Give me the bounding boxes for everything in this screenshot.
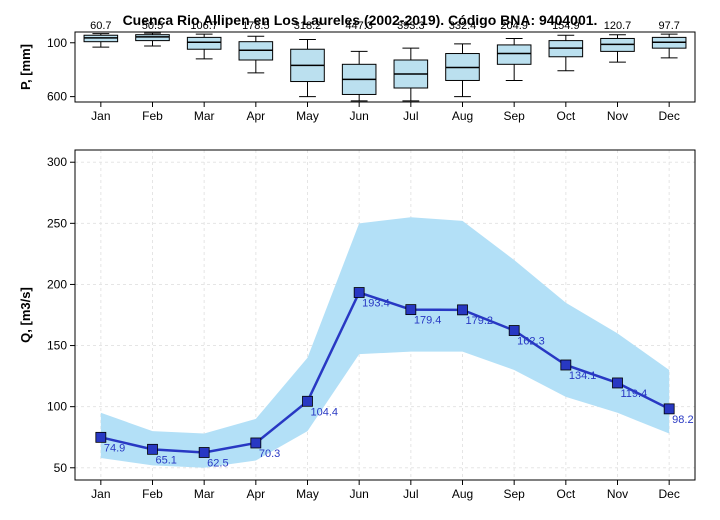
discharge-month-label: Jan <box>91 487 110 501</box>
discharge-value-label: 74.9 <box>104 442 125 454</box>
discharge-value-label: 119.4 <box>621 388 648 400</box>
discharge-value-label: 70.3 <box>259 448 280 460</box>
discharge-month-label: Sep <box>503 487 525 501</box>
discharge-value-label: 98.2 <box>672 414 693 426</box>
discharge-month-label: Jun <box>349 487 368 501</box>
discharge-value-label: 179.2 <box>466 315 494 327</box>
discharge-month-label: May <box>296 487 319 501</box>
discharge-ylabel: Q, [m3/s] <box>18 287 33 343</box>
discharge-ytick-label: 50 <box>54 461 68 475</box>
discharge-ytick-label: 150 <box>47 339 67 353</box>
discharge-month-label: Mar <box>194 487 215 501</box>
figure: Cuenca Rio Allipen en Los Laureles (2002… <box>0 0 720 520</box>
discharge-value-label: 62.5 <box>207 458 228 470</box>
discharge-line-panel: 74.9 65.1 62.5 70.3 104.4 193.4 179.4 179.2 162.… <box>0 0 720 520</box>
discharge-month-label: Apr <box>246 487 265 501</box>
discharge-ytick-label: 250 <box>47 216 67 230</box>
discharge-month-label: Aug <box>452 487 473 501</box>
discharge-ytick-label: 100 <box>47 400 67 414</box>
discharge-value-label: 65.1 <box>156 454 177 466</box>
discharge-ytick-label: 200 <box>47 277 67 291</box>
discharge-ytick-label: 300 <box>47 155 67 169</box>
discharge-month-label: Dec <box>658 487 679 501</box>
discharge-value-label: 193.4 <box>362 298 390 310</box>
discharge-month-label: Oct <box>556 487 575 501</box>
discharge-month-label: Jul <box>403 487 418 501</box>
discharge-value-label: 179.4 <box>414 315 442 327</box>
discharge-value-label: 134.1 <box>569 370 597 382</box>
discharge-month-label: Feb <box>142 487 163 501</box>
discharge-month-label: Nov <box>607 487 628 501</box>
discharge-value-label: 162.3 <box>517 336 545 348</box>
discharge-value-label: 104.4 <box>311 406 339 418</box>
